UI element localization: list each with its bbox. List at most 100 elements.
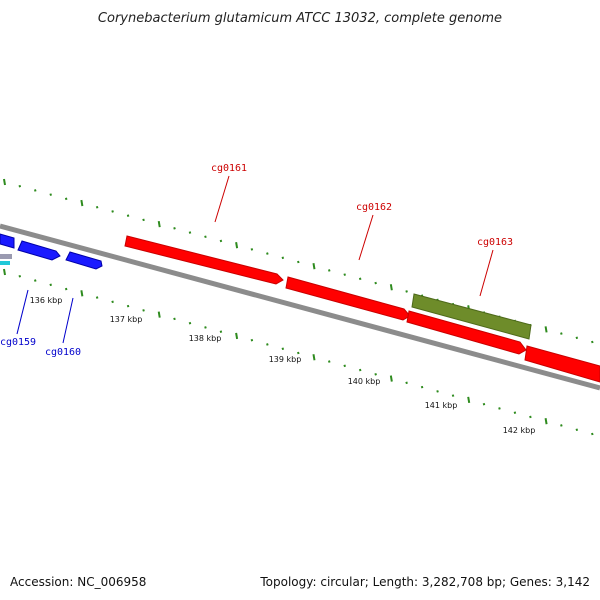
inner-tick (420, 385, 424, 389)
gene-arrow-cg0163[interactable] (411, 293, 532, 340)
outer-tick (157, 220, 161, 228)
inner-tick (482, 402, 486, 406)
outer-tick (95, 205, 99, 209)
partial-gene-feature (0, 254, 12, 259)
tick-label: 138 kbp (189, 334, 222, 343)
gene-label-cg0161[interactable]: cg0161 (211, 163, 247, 174)
inner-tick (126, 304, 130, 308)
outer-tick (327, 269, 331, 272)
outer-tick (389, 284, 393, 291)
inner-tick (374, 373, 377, 376)
outer-tick (544, 326, 548, 333)
topology-summary-text: Topology: circular; Length: 3,282,708 bp… (259, 575, 590, 589)
genome-title: Corynebacterium glutamicum ATCC 13032, c… (98, 11, 502, 26)
outer-tick (560, 332, 563, 335)
label-leader-cg0163 (479, 249, 494, 297)
tick-label: 137 kbp (110, 315, 143, 324)
inner-tick (250, 338, 254, 342)
inner-tick (33, 279, 37, 282)
outer-tick (188, 231, 192, 234)
inner-tick (281, 347, 285, 351)
gene-label-cg0159[interactable]: cg0159 (0, 337, 36, 348)
tick-label: 142 kbp (503, 426, 536, 435)
inner-tick (95, 296, 99, 299)
tick-label: 139 kbp (269, 355, 302, 364)
outer-tick (3, 178, 6, 186)
gene-arrow-forward[interactable] (406, 310, 527, 355)
tick-labels: 136 kbp 137 kbp 138 kbp 139 kbp 140 kbp 141 k… (30, 296, 536, 435)
label-leader-cg0161 (214, 175, 230, 223)
gene-label-cg0163[interactable]: cg0163 (477, 237, 513, 248)
gene-arrow-cg0162[interactable] (285, 276, 411, 321)
gene-arrow-reverse[interactable] (17, 240, 61, 261)
inner-tick (142, 309, 145, 312)
inner-tick (312, 354, 316, 361)
label-leader-cg0159 (16, 289, 29, 335)
outer-tick (343, 273, 346, 276)
outer-tick (49, 193, 52, 196)
inner-tick (560, 424, 563, 427)
tick-label: 136 kbp (30, 296, 63, 305)
inner-tick (111, 300, 114, 304)
inner-tick (80, 290, 84, 297)
gene-track (0, 233, 600, 383)
inner-tick (498, 407, 501, 410)
inner-tick (591, 432, 594, 436)
gene-arrow-cg0159[interactable] (0, 233, 15, 249)
outer-tick (405, 290, 408, 293)
inner-tick (18, 274, 22, 278)
outer-tick (219, 239, 223, 243)
outer-tick (266, 252, 269, 255)
label-leader-cg0162 (358, 214, 374, 261)
gene-arrow-cg0161[interactable] (124, 235, 284, 285)
outer-tick (18, 184, 22, 188)
accession-text: Accession: NC_006958 (10, 575, 146, 589)
inner-tick (544, 418, 548, 425)
outer-tick (374, 281, 377, 285)
inner-tick (389, 375, 393, 382)
inner-tick-track (3, 268, 594, 436)
label-leaders (16, 175, 494, 344)
outer-tick (111, 210, 114, 213)
genome-backbone (0, 223, 600, 391)
outer-tick (126, 214, 130, 217)
inner-tick (467, 396, 471, 404)
inner-tick (235, 332, 239, 340)
inner-tick (405, 381, 408, 385)
gene-label-cg0162[interactable]: cg0162 (356, 202, 392, 213)
gene-arrow-cg0160[interactable] (65, 251, 103, 270)
outer-tick (297, 260, 300, 264)
outer-tick (204, 235, 207, 239)
outer-tick (173, 227, 176, 230)
tick-label: 141 kbp (425, 401, 458, 410)
outer-tick (64, 197, 68, 201)
backbone-line (0, 223, 600, 391)
inner-tick (451, 394, 455, 397)
outer-tick (358, 277, 362, 281)
outer-tick (575, 336, 579, 340)
inner-tick (358, 368, 362, 372)
outer-tick (235, 241, 239, 249)
inner-tick (157, 311, 161, 318)
inner-tick (327, 360, 331, 363)
tick-label: 140 kbp (348, 377, 381, 386)
outer-tick (33, 189, 37, 192)
gene-label-cg0160[interactable]: cg0160 (45, 347, 81, 358)
inner-tick (173, 317, 176, 321)
inner-tick (266, 343, 269, 346)
inner-tick (436, 390, 439, 393)
inner-tick (513, 411, 517, 414)
inner-tick (204, 326, 207, 329)
gene-arrow-forward[interactable] (524, 345, 600, 383)
outer-tick (80, 199, 84, 207)
gene-labels: cg0159 cg0160 cg0161 cg0162 cg0163 (0, 163, 513, 358)
inner-tick (575, 428, 579, 432)
outer-tick (591, 340, 594, 344)
inner-tick (219, 330, 223, 333)
inner-tick (49, 283, 52, 287)
inner-tick (3, 268, 6, 276)
inner-tick (529, 415, 532, 419)
outer-tick (142, 218, 145, 222)
inner-tick (188, 321, 192, 325)
